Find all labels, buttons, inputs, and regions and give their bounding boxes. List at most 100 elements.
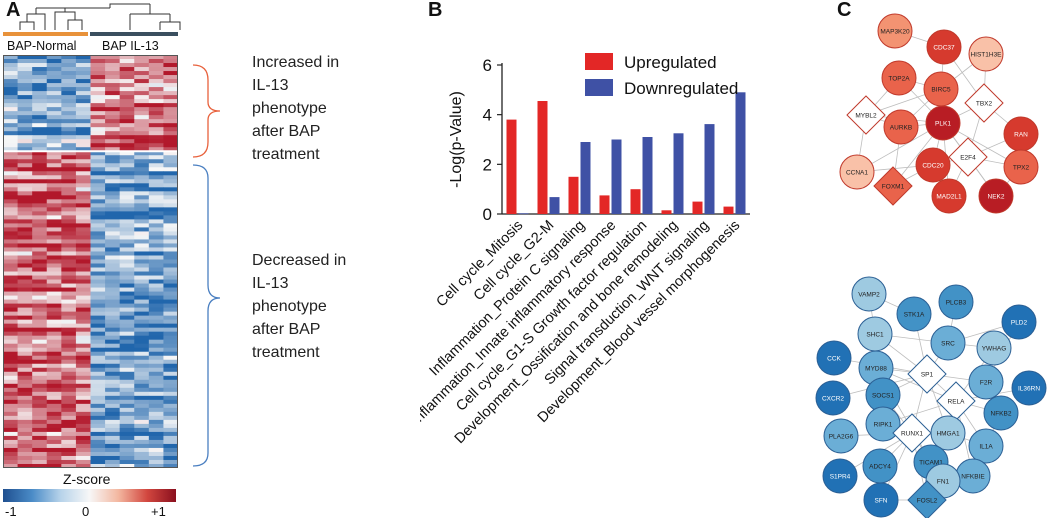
node-runx1: RUNX1 (892, 413, 932, 453)
node-shape (926, 29, 962, 65)
node-label: SP1 (921, 372, 934, 379)
node-shape (839, 154, 875, 190)
node-label: E2F4 (960, 155, 976, 162)
decreased-line-2: IL-13 (252, 275, 289, 292)
node-foxm1: FOXM1 (873, 166, 913, 206)
y-tick-label: 4 (483, 106, 492, 125)
node-label: RAN (1014, 132, 1028, 139)
node-shape (822, 458, 858, 494)
heatmap-border (3, 55, 178, 468)
bar-up-6 (661, 210, 672, 214)
node-shape (964, 83, 1004, 123)
node-label: PLK1 (935, 121, 951, 128)
node-shape (968, 364, 1004, 400)
node-stk1a: STK1A (896, 296, 932, 332)
node-label: CDC37 (933, 45, 955, 52)
node-shape (983, 395, 1019, 431)
legend-label-1: Upregulated (624, 53, 717, 72)
bar-up-7 (692, 201, 703, 214)
node-label: MAP3K20 (880, 29, 910, 36)
bar-up-1 (506, 119, 517, 214)
node-label: MYBL2 (855, 113, 877, 120)
legend-label-2: Downregulated (624, 79, 738, 98)
node-label: F2R (980, 380, 993, 387)
node-il36rn: IL36RN (1011, 370, 1047, 406)
node-adcy4: ADCY4 (862, 448, 898, 484)
colorbar-tick-mid: 0 (82, 504, 90, 519)
node-s1pr4: S1PR4 (822, 458, 858, 494)
node-pla2g6: PLA2G6 (823, 418, 859, 454)
decreased-bracket (192, 164, 221, 467)
y-tick-label: 2 (483, 155, 492, 174)
group-label-normal: BAP-Normal (7, 39, 77, 53)
node-shape (968, 36, 1004, 72)
node-label: PLD2 (1011, 320, 1028, 327)
node-shape (881, 60, 917, 96)
group-bar-il13 (90, 32, 178, 36)
increased-line-1: Increased in (252, 54, 340, 71)
node-label: MAD2L1 (936, 194, 962, 201)
node-shape (1001, 304, 1037, 340)
node-label: SRC (941, 341, 955, 348)
node-label: STK1A (904, 312, 925, 319)
node-plcb3: PLCB3 (938, 284, 974, 320)
node-shape (815, 380, 851, 416)
node-vamp2: VAMP2 (851, 276, 887, 312)
bar-down-1 (518, 213, 529, 215)
node-cdc20: CDC20 (915, 147, 951, 183)
node-shape (907, 480, 947, 518)
node-shape (976, 330, 1012, 366)
node-top2a: TOP2A (881, 60, 917, 96)
node-label: HIST1H3E (970, 52, 1002, 59)
panel-b-letter: B (428, 0, 443, 21)
bar-up-4 (599, 195, 610, 214)
increased-line-4: after BAP (252, 123, 321, 140)
node-fosl2: FOSL2 (907, 480, 947, 518)
network-upregulated: MAP3K20 CDC37 HIST1H3E TOP2A BIRC5 TBX2 MYBL2 P… (839, 13, 1039, 214)
node-label: CDC20 (922, 163, 944, 170)
node-label: BIRC5 (931, 87, 951, 94)
decreased-line-4: after BAP (252, 321, 321, 338)
legend-swatch-1 (585, 53, 613, 70)
increased-bracket (192, 64, 221, 158)
node-label: RUNX1 (901, 431, 923, 438)
node-label: HMGA1 (936, 431, 960, 438)
node-shape (892, 413, 932, 453)
node-label: RIPK1 (874, 422, 893, 429)
node-tbx2: TBX2 (964, 83, 1004, 123)
node-shape (978, 178, 1014, 214)
node-label: FOXM1 (882, 184, 905, 191)
bar-down-4 (611, 139, 622, 214)
node-label: SFN (875, 498, 888, 505)
group-label-il13: BAP IL-13 (102, 39, 159, 53)
node-shape (896, 296, 932, 332)
node-label: YWHAG (982, 346, 1007, 353)
node-aurkb: AURKB (883, 109, 919, 145)
node-label: FN1 (937, 479, 950, 486)
bar-down-5 (642, 137, 653, 214)
node-src: SRC (930, 325, 966, 361)
node-label: NEK2 (988, 194, 1005, 201)
node-ccna1: CCNA1 (839, 154, 875, 190)
node-label: CXCR2 (822, 396, 844, 403)
node-ripk1: RIPK1 (865, 406, 901, 442)
brackets (192, 64, 221, 467)
heatmap (3, 55, 178, 468)
node-label: TICAM1 (919, 460, 943, 467)
node-nfkbie: NFKBIE (955, 458, 991, 494)
panel-c-letter: C (837, 0, 852, 21)
node-shape (877, 13, 913, 49)
node-label: PLA2G6 (829, 434, 854, 441)
bar-down-3 (580, 142, 591, 214)
node-shape (930, 325, 966, 361)
colorbar-tick-max: +1 (151, 504, 166, 519)
node-label: AURKB (890, 125, 912, 132)
legend-swatch-2 (585, 79, 613, 96)
node-label: TPX2 (1013, 165, 1030, 172)
node-shape (851, 276, 887, 312)
decreased-line-3: phenotype (252, 298, 327, 315)
node-shape (883, 109, 919, 145)
node-cck: CCK (816, 340, 852, 376)
node-label: CCNA1 (846, 170, 868, 177)
colorbar-title: Z-score (63, 471, 111, 487)
